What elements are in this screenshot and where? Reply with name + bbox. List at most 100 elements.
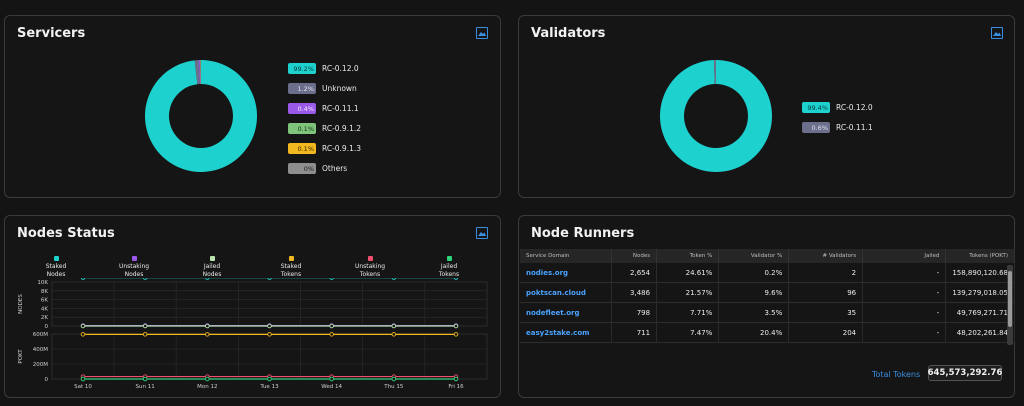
legend-item[interactable]: Jailed Nodes xyxy=(197,256,227,278)
y-tick-label: 200M xyxy=(33,362,48,368)
data-point[interactable] xyxy=(391,332,397,337)
legend-label: Others xyxy=(322,164,348,173)
data-point[interactable] xyxy=(205,278,210,280)
donut-slice[interactable] xyxy=(198,60,201,85)
y-tick-label: 10K xyxy=(37,280,48,286)
data-point[interactable] xyxy=(205,323,210,329)
data-point[interactable] xyxy=(142,278,148,280)
column-header[interactable]: # Validators xyxy=(788,249,864,263)
donut-slice[interactable] xyxy=(660,60,772,172)
data-point[interactable] xyxy=(267,278,272,280)
data-point[interactable] xyxy=(453,332,459,337)
data-point[interactable] xyxy=(453,376,459,382)
x-tick-label: Mon 12 xyxy=(197,384,217,390)
legend-item[interactable]: 0.1% RC-0.9.1.2 xyxy=(288,123,361,134)
table-row[interactable]: easy2stake.com 711 7.47% 20.4% 204-48,202,26… xyxy=(520,322,1015,343)
scrollbar[interactable] xyxy=(1007,265,1013,345)
donut-slice[interactable] xyxy=(194,60,200,85)
data-point[interactable] xyxy=(267,376,272,382)
data-point[interactable] xyxy=(205,332,210,337)
table-header-row: Service Domain Nodes Token % Validator %… xyxy=(520,249,1015,263)
image-icon[interactable] xyxy=(476,227,488,239)
table-cell: - xyxy=(862,263,947,283)
donut-slice[interactable] xyxy=(145,60,257,172)
legend-item[interactable]: 99.2% RC-0.12.0 xyxy=(288,63,359,74)
column-header[interactable]: Jailed xyxy=(862,249,947,263)
legend-item[interactable]: Staked Nodes xyxy=(41,256,71,278)
column-header[interactable]: Validator % xyxy=(718,249,790,263)
data-point[interactable] xyxy=(80,376,86,382)
data-point[interactable] xyxy=(391,323,397,329)
table-row[interactable]: nodefleet.org 798 7.71% 3.5% 35-49,769,271.7… xyxy=(520,302,1015,323)
table-cell: 49,769,271.71 xyxy=(945,302,1015,323)
data-point[interactable] xyxy=(142,376,148,382)
legend-item[interactable]: Jailed Tokens xyxy=(434,256,464,278)
data-point[interactable] xyxy=(142,323,148,329)
percent-badge: 99.2% xyxy=(288,63,316,74)
table-cell: - xyxy=(862,302,947,323)
donut-slice[interactable] xyxy=(713,60,716,85)
nodes-status-panel: Nodes Status xyxy=(4,215,501,398)
x-tick-label: Fri 16 xyxy=(448,384,464,390)
column-header[interactable]: Tokens (POKT) xyxy=(945,249,1015,263)
table-cell: 3,486 xyxy=(611,282,658,303)
legend-swatch xyxy=(209,256,215,261)
column-header[interactable]: Token % xyxy=(656,249,720,263)
legend-item[interactable]: Unstaking Tokens xyxy=(355,256,385,278)
data-point[interactable] xyxy=(329,278,334,280)
legend-label: Nodes xyxy=(202,270,222,278)
table-row[interactable]: poktscan.cloud 3,486 21.57% 9.6% 96-139,279,… xyxy=(520,282,1015,303)
image-icon[interactable] xyxy=(476,27,488,39)
data-point[interactable] xyxy=(142,332,148,337)
percent-badge: 0.4% xyxy=(288,103,316,114)
column-header[interactable]: Service Domain xyxy=(520,249,613,263)
data-point[interactable] xyxy=(453,278,459,280)
legend-label: RC-0.11.1 xyxy=(836,123,873,132)
legend-label: RC-0.12.0 xyxy=(322,64,359,73)
data-point[interactable] xyxy=(267,332,272,337)
percent-badge: 0.1% xyxy=(288,143,316,154)
service-domain-link[interactable]: nodies.org xyxy=(520,263,613,283)
validators-donut xyxy=(660,60,772,172)
legend-label: RC-0.9.1.2 xyxy=(322,124,362,133)
table-row[interactable]: nodies.org 2,654 24.61% 0.2% 2-158,890,120.6… xyxy=(520,263,1015,283)
table-cell: 48,202,261.84 xyxy=(945,322,1015,343)
percent-badge: 0% xyxy=(288,163,316,174)
service-domain-link[interactable]: poktscan.cloud xyxy=(520,282,613,303)
node-runners-table: Service Domain Nodes Token % Validator %… xyxy=(520,249,1015,343)
service-domain-link[interactable]: nodefleet.org xyxy=(520,302,613,323)
data-point[interactable] xyxy=(80,323,86,329)
data-point[interactable] xyxy=(329,332,334,337)
data-point[interactable] xyxy=(329,376,334,382)
column-header[interactable]: Nodes xyxy=(611,249,658,263)
legend-item[interactable]: 0% Others xyxy=(288,163,347,174)
donut-slice[interactable] xyxy=(200,60,201,85)
legend-label: Jailed xyxy=(440,263,458,270)
legend-item[interactable]: Staked Tokens xyxy=(276,256,306,278)
data-point[interactable] xyxy=(80,278,86,280)
table-cell: 711 xyxy=(611,322,658,343)
percent-badge: 0.1% xyxy=(288,123,316,134)
data-point[interactable] xyxy=(391,376,397,382)
legend-label: Tokens xyxy=(280,270,302,278)
data-point[interactable] xyxy=(267,323,272,329)
table-cell: 158,890,120.68 xyxy=(945,263,1015,283)
legend-item[interactable]: 99.4% RC-0.12.0 xyxy=(802,102,873,113)
service-domain-link[interactable]: easy2stake.com xyxy=(520,322,613,343)
plot-area xyxy=(51,333,488,380)
legend-swatch xyxy=(131,256,137,261)
image-icon[interactable] xyxy=(991,27,1003,39)
legend-item[interactable]: 0.1% RC-0.9.1.3 xyxy=(288,143,361,154)
data-point[interactable] xyxy=(453,323,459,329)
data-point[interactable] xyxy=(391,278,397,280)
legend-item[interactable]: 0.4% RC-0.11.1 xyxy=(288,103,359,114)
data-point[interactable] xyxy=(205,376,210,382)
legend-label: Unstaking xyxy=(354,263,386,270)
legend-item[interactable]: Unstaking Nodes xyxy=(119,256,149,278)
data-point[interactable] xyxy=(80,332,86,337)
data-point[interactable] xyxy=(329,323,334,329)
y-tick-label: 8K xyxy=(41,289,48,295)
scrollbar-thumb[interactable] xyxy=(1008,271,1012,327)
legend-item[interactable]: 0.6% RC-0.11.1 xyxy=(802,122,873,133)
legend-item[interactable]: 1.2% Unknown xyxy=(288,83,357,94)
